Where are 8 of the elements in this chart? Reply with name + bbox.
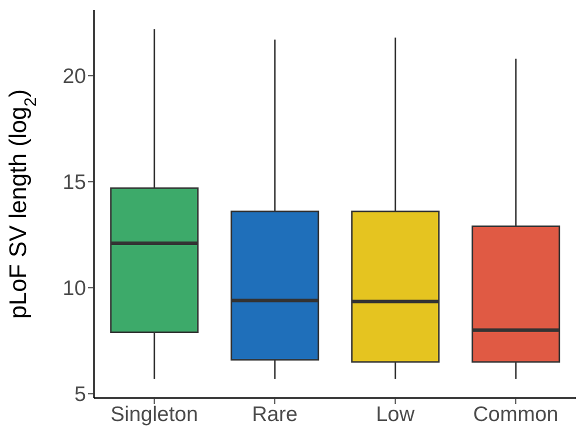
y-tick-label: 20 xyxy=(62,65,86,88)
y-tick-label: 15 xyxy=(62,171,86,194)
x-tick-label: Singleton xyxy=(110,402,198,426)
x-tick-label: Low xyxy=(376,402,416,426)
x-tick-label: Rare xyxy=(252,402,298,426)
y-tick-label: 5 xyxy=(74,383,86,406)
y-tick-label: 10 xyxy=(62,277,86,300)
x-tick-label: Common xyxy=(473,402,558,426)
